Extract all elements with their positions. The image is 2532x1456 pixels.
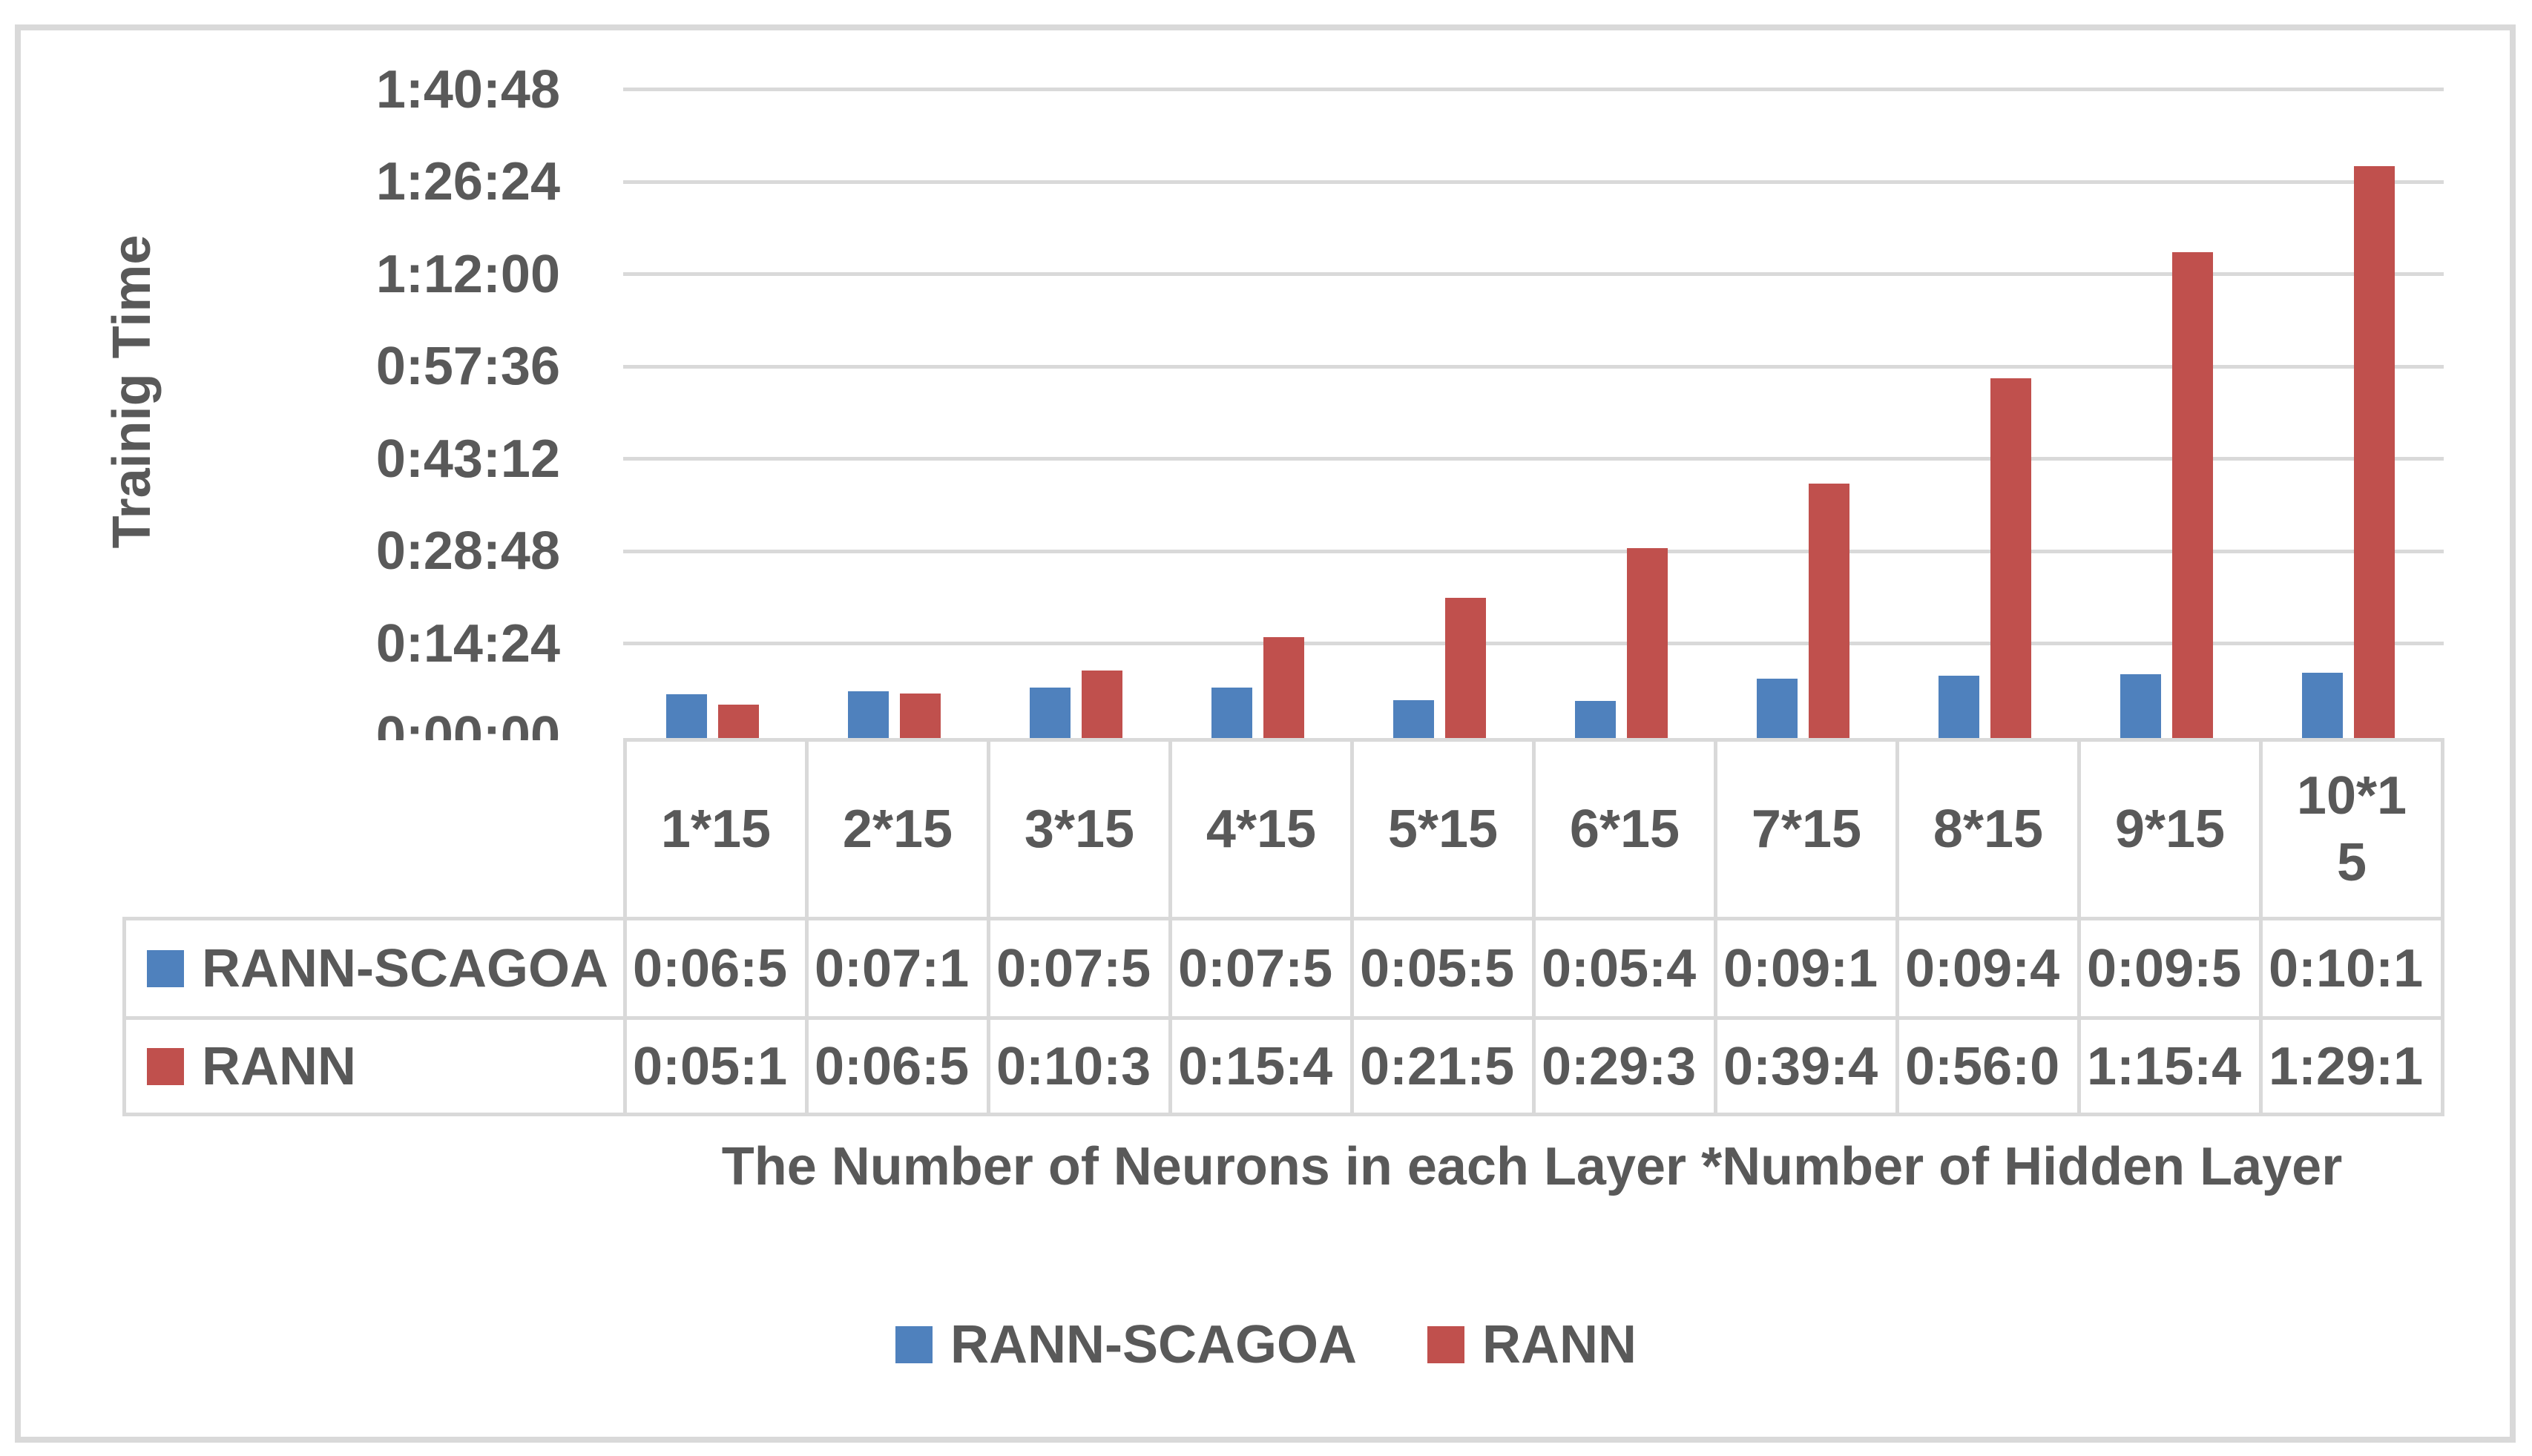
y-axis-tick-label: 0:57:36 (375, 337, 560, 396)
category-label-7*15: 7*15 (1714, 738, 1899, 920)
bar-rann-scagoa-10*15 (2302, 673, 2343, 738)
bar-rann-3*15 (1082, 671, 1122, 738)
gridline (623, 457, 2444, 461)
category-label-8*15: 8*15 (1895, 738, 2081, 920)
bar-rann-2*15 (900, 694, 941, 738)
category-label-5*15: 5*15 (1350, 738, 1536, 920)
y-axis-tick-label: 0:28:48 (375, 521, 560, 581)
legend-label: RANN (1482, 1315, 1637, 1374)
legend-swatch-icon (147, 949, 184, 987)
gridline (623, 272, 2444, 276)
bar-rann-scagoa-7*15 (1757, 679, 1798, 738)
table-value-rann-2*15: 0:06:5 (805, 1016, 990, 1116)
series-name: RANN (202, 1036, 356, 1096)
table-value-rann-scagoa-5*15: 0:05:5 (1350, 917, 1536, 1020)
table-value-rann-7*15: 0:39:4 (1714, 1016, 1899, 1116)
y-axis-title: Trainig Time (102, 234, 162, 549)
table-value-rann-scagoa-1*15: 0:06:5 (623, 917, 809, 1020)
table-value-rann-5*15: 0:21:5 (1350, 1016, 1536, 1116)
table-value-rann-scagoa-2*15: 0:07:1 (805, 917, 990, 1020)
bar-rann-scagoa-3*15 (1030, 688, 1071, 738)
gridline (623, 364, 2444, 369)
bar-rann-9*15 (2172, 252, 2213, 738)
chart-legend: RANN-SCAGOA RANN (0, 1314, 2532, 1375)
bar-rann-6*15 (1627, 548, 1668, 738)
gridline (623, 549, 2444, 553)
bar-rann-scagoa-9*15 (2120, 674, 2161, 738)
table-value-rann-scagoa-8*15: 0:09:4 (1895, 917, 2081, 1020)
category-label-10*15: 10*15 (2259, 738, 2444, 920)
chart-border-frame (15, 24, 2516, 1443)
data-table: 1*15 2*15 3*15 4*15 5*15 6*15 7*15 8*15 9*15 10*1… (122, 738, 2444, 1116)
legend-item-rann-scagoa: RANN-SCAGOA (895, 1314, 1357, 1375)
bar-rann-scagoa-5*15 (1393, 700, 1434, 738)
series-name: RANN-SCAGOA (202, 938, 608, 998)
table-series-key-rann-scagoa: RANN-SCAGOA (122, 917, 627, 1020)
category-label-9*15: 9*15 (2077, 738, 2263, 920)
category-label-1*15: 1*15 (623, 738, 809, 920)
gridline (623, 642, 2444, 645)
bar-rann-8*15 (1990, 378, 2031, 738)
legend-item-rann: RANN (1427, 1314, 1637, 1375)
y-axis-tick-label: 1:26:24 (375, 152, 560, 211)
category-label-2*15: 2*15 (805, 738, 990, 920)
y-axis-tick-label: 0:14:24 (375, 613, 560, 673)
legend-swatch-icon (1427, 1326, 1464, 1363)
legend-swatch-icon (147, 1047, 184, 1085)
table-value-rann-9*15: 1:15:4 (2077, 1016, 2263, 1116)
table-value-rann-8*15: 0:56:0 (1895, 1016, 2081, 1116)
table-series-key-rann: RANN (122, 1016, 627, 1116)
table-value-rann-scagoa-10*15: 0:10:1 (2259, 917, 2444, 1020)
legend-label: RANN-SCAGOA (950, 1315, 1357, 1374)
bar-rann-scagoa-8*15 (1939, 676, 1979, 738)
bar-rann-4*15 (1263, 637, 1304, 738)
table-value-rann-scagoa-3*15: 0:07:5 (987, 917, 1172, 1020)
category-label-3*15: 3*15 (987, 738, 1172, 920)
table-value-rann-scagoa-4*15: 0:07:5 (1168, 917, 1354, 1020)
y-axis-tick-label: 1:40:48 (375, 59, 560, 119)
table-value-rann-scagoa-9*15: 0:09:5 (2077, 917, 2263, 1020)
x-axis-title: The Number of Neurons in each Layer *Num… (721, 1137, 2343, 1196)
bar-rann-scagoa-1*15 (666, 694, 707, 738)
table-value-rann-scagoa-7*15: 0:09:1 (1714, 917, 1899, 1020)
gridline (623, 88, 2444, 91)
category-label-6*15: 6*15 (1532, 738, 1717, 920)
table-value-rann-scagoa-6*15: 0:05:4 (1532, 917, 1717, 1020)
bar-rann-7*15 (1809, 484, 1849, 738)
gridline (623, 179, 2444, 184)
bar-rann-10*15 (2354, 166, 2395, 738)
bar-rann-1*15 (718, 705, 759, 738)
table-value-rann-10*15: 1:29:1 (2259, 1016, 2444, 1116)
bar-rann-scagoa-2*15 (848, 691, 889, 738)
table-value-rann-4*15: 0:15:4 (1168, 1016, 1354, 1116)
table-value-rann-1*15: 0:05:1 (623, 1016, 809, 1116)
table-value-rann-6*15: 0:29:3 (1532, 1016, 1717, 1116)
category-label-4*15: 4*15 (1168, 738, 1354, 920)
bar-rann-5*15 (1445, 598, 1486, 738)
table-value-rann-3*15: 0:10:3 (987, 1016, 1172, 1116)
bar-rann-scagoa-4*15 (1211, 688, 1252, 738)
table-corner-blank (124, 739, 625, 919)
y-axis-tick-label: 0:43:12 (375, 429, 560, 489)
y-axis-tick-label: 1:12:00 (375, 244, 560, 304)
legend-swatch-icon (895, 1326, 933, 1363)
bar-rann-scagoa-6*15 (1575, 701, 1616, 738)
